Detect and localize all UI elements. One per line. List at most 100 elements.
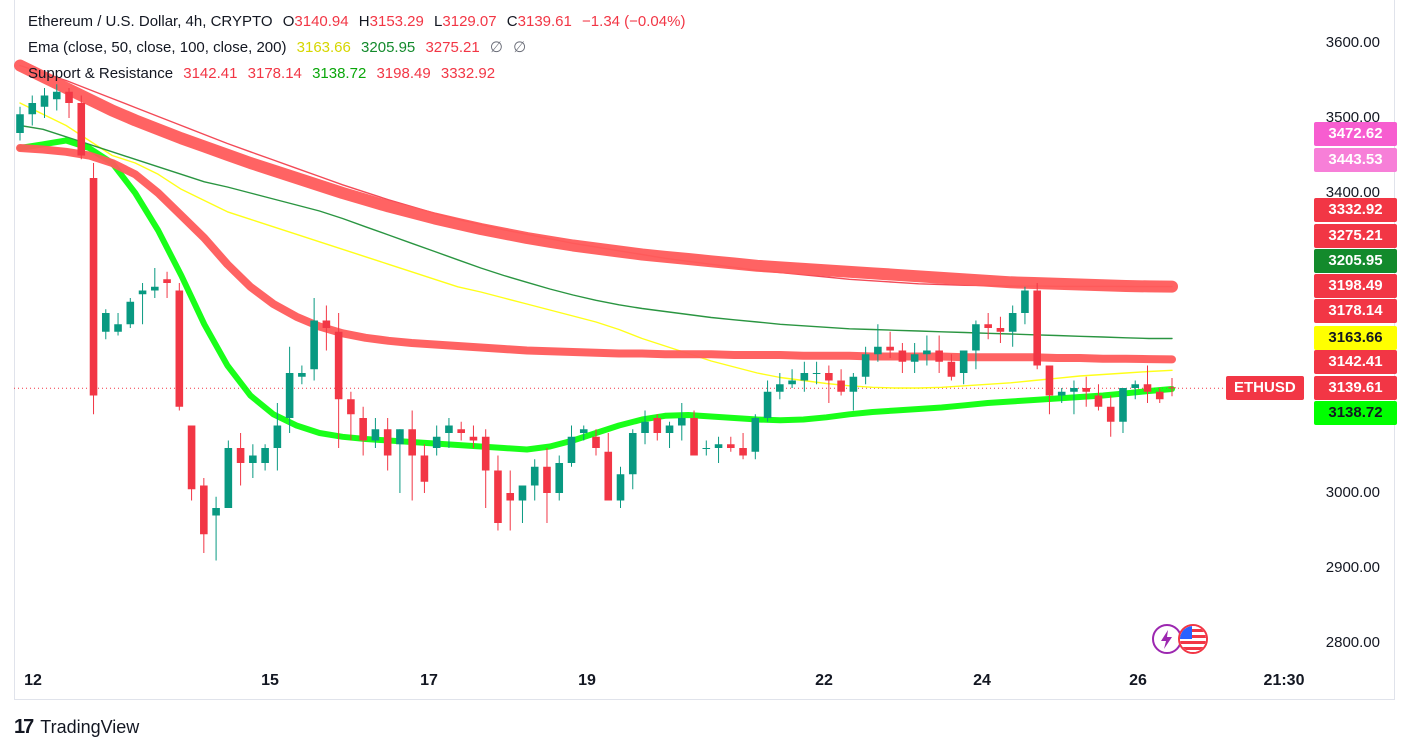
candle-body	[506, 493, 515, 501]
candle-body	[996, 328, 1005, 332]
candle-body	[481, 436, 490, 471]
candle-body	[1094, 395, 1103, 407]
candle-body	[653, 418, 662, 433]
candle-body	[543, 466, 551, 493]
candle-body	[224, 448, 233, 508]
price-label: 3139.61	[1314, 376, 1397, 400]
candle-body	[236, 448, 245, 463]
price-label: 3163.66	[1314, 326, 1397, 350]
candle-body	[837, 380, 845, 392]
candle-body	[396, 429, 404, 445]
ema50-value: 3163.66	[296, 39, 351, 56]
candle-body	[457, 429, 465, 433]
candle-body	[849, 376, 858, 392]
ema-legend[interactable]: Ema (close, 50, close, 100, close, 200) …	[28, 38, 532, 58]
price-label: 3142.41	[1314, 350, 1397, 374]
ohlc-legend: Ethereum / U.S. Dollar, 4h, CRYPTO O3140…	[28, 12, 691, 32]
candle-body	[494, 470, 502, 523]
candle-body	[739, 448, 747, 456]
price-tick: 2900.00	[1325, 559, 1380, 576]
price-tick: 3500.00	[1325, 109, 1380, 126]
time-tick: 12	[24, 672, 42, 689]
candle-body	[1131, 384, 1140, 388]
us-flag-icon[interactable]	[1178, 624, 1208, 654]
candle-body	[776, 384, 784, 392]
candle-body	[28, 103, 37, 115]
candle-body	[138, 290, 147, 295]
candle-body	[788, 380, 796, 385]
candle-body	[310, 320, 318, 370]
price-label: 3178.14	[1314, 299, 1397, 323]
candle-body	[347, 399, 355, 415]
candle-body	[52, 91, 61, 100]
candle-body	[1106, 406, 1115, 422]
candle-body	[151, 286, 159, 291]
candle-body	[175, 290, 184, 407]
sr-value-1: 3142.41	[183, 65, 238, 82]
sr-name: Support & Resistance	[28, 65, 174, 82]
candle-body	[702, 448, 711, 449]
candle-body	[40, 95, 49, 107]
candle-body	[518, 485, 527, 501]
candle-body	[420, 455, 429, 482]
price-label: 3332.92	[1314, 198, 1397, 222]
price-label: 3198.49	[1314, 274, 1397, 298]
candle-body	[65, 91, 73, 103]
candle-body	[690, 418, 698, 456]
sr-legend[interactable]: Support & Resistance 3142.41 3178.14 313…	[28, 64, 501, 84]
candle-body	[212, 508, 220, 516]
price-tick: 3000.00	[1325, 484, 1380, 501]
candle-body	[249, 455, 257, 463]
candle-body	[163, 279, 171, 283]
candle-body	[77, 103, 86, 156]
sr-value-5: 3332.92	[440, 65, 496, 82]
candle-body	[628, 433, 637, 475]
candle-body	[298, 373, 306, 377]
candle-body	[898, 350, 907, 362]
candle-body	[579, 429, 588, 433]
ticker-label: ETHUSD	[1226, 376, 1304, 400]
brand-mark: 17	[14, 716, 34, 738]
candle-body	[322, 320, 331, 328]
candle-body	[432, 436, 441, 448]
ema200-value: 3275.21	[425, 39, 480, 56]
candle-body	[200, 485, 208, 535]
candle-body	[1143, 384, 1152, 392]
candle-body	[874, 346, 882, 355]
sr-value-2: 3178.14	[247, 65, 302, 82]
ema-extra-1: ∅	[489, 39, 503, 56]
candle-body	[359, 418, 367, 441]
candle-body	[800, 373, 809, 381]
candle-body	[383, 429, 392, 456]
candle-body	[530, 466, 539, 486]
candle-body	[101, 313, 110, 332]
candle-body	[616, 474, 625, 501]
low-value: 3129.07	[442, 13, 497, 30]
candle-body	[1119, 388, 1127, 422]
candle-body	[1082, 388, 1091, 392]
candle-body	[641, 421, 649, 433]
candle-body	[16, 114, 24, 133]
candle-body	[984, 324, 992, 328]
time-tick: 22	[815, 672, 833, 689]
candle-body	[469, 436, 478, 441]
time-tick: 21:30	[1263, 672, 1305, 689]
candle-body	[273, 425, 282, 448]
resistance-band-upper	[14, 59, 1178, 293]
candlestick-chart[interactable]	[0, 0, 1410, 700]
sr-value-3: 3138.72	[312, 65, 367, 82]
time-tick: 17	[420, 672, 438, 689]
series-line-1	[19, 124, 1173, 340]
tradingview-logo[interactable]: 17 TradingView	[14, 716, 139, 739]
candle-body	[935, 350, 943, 362]
open-label: O	[282, 13, 295, 30]
high-label: H	[358, 13, 370, 30]
time-tick: 19	[578, 672, 596, 689]
candle-body	[959, 350, 968, 373]
lightning-icon[interactable]	[1152, 624, 1182, 654]
candle-body	[261, 448, 269, 463]
candle-body	[1155, 391, 1164, 400]
low-label: L	[434, 13, 443, 30]
brand-name: TradingView	[40, 717, 140, 737]
candle-body	[677, 418, 686, 426]
